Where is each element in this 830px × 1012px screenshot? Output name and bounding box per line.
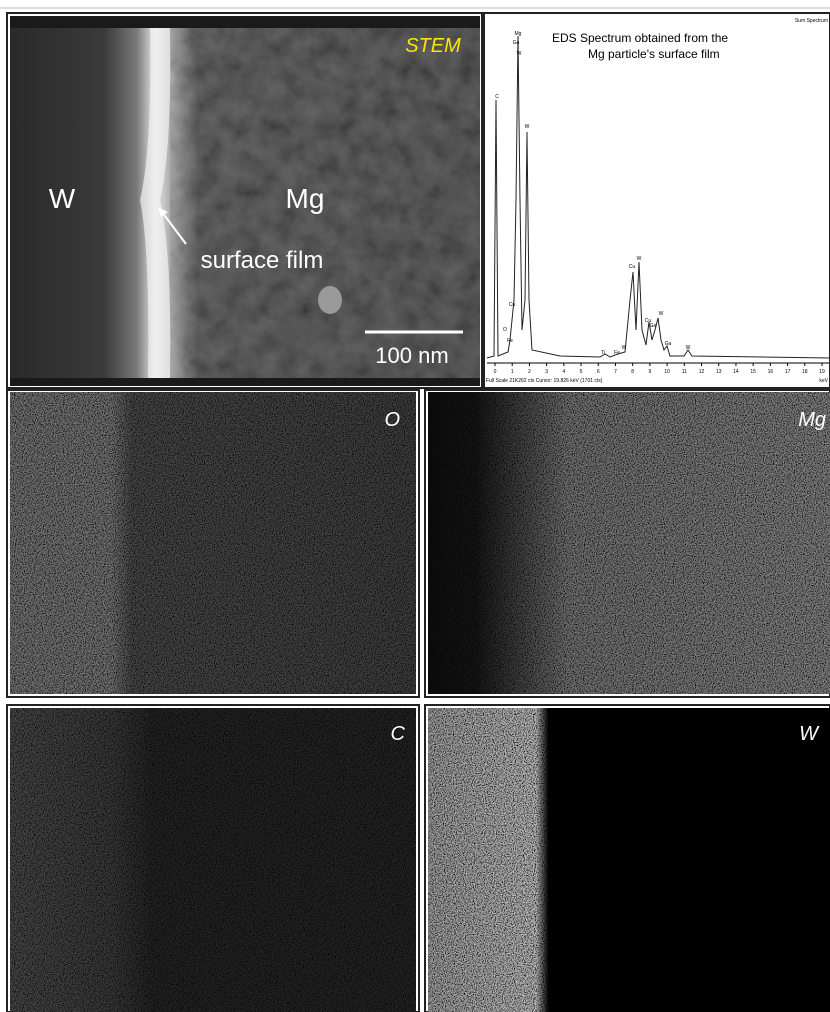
x-tick-label: 5 [580, 369, 583, 375]
map-label: O [384, 409, 400, 431]
peak-label: Cu [509, 302, 516, 308]
frame [6, 389, 420, 698]
x-tick-label: 4 [562, 369, 565, 375]
x-tick-label: 11 [682, 369, 687, 375]
peak-label: Ti [601, 350, 605, 356]
region-label: W [49, 183, 76, 214]
peak-label: W [686, 345, 691, 351]
stem-label: STEM [405, 35, 461, 57]
frame [483, 12, 830, 389]
x-tick-label: 8 [631, 369, 634, 375]
x-tick-label: 2 [528, 369, 531, 375]
x-tick-label: 7 [614, 369, 617, 375]
x-tick-label: 16 [768, 369, 774, 375]
spectrum-title: EDS Spectrum obtained from the [552, 31, 728, 45]
x-tick-label: 9 [649, 369, 652, 375]
spectrum-curve [486, 35, 830, 359]
map-w: W [428, 708, 830, 1012]
peak-label: Ga [665, 341, 672, 347]
map-mg: Mg [428, 392, 830, 694]
spectrum: EDS Spectrum obtained from the Mg partic… [486, 18, 830, 384]
x-tick-label: 13 [716, 369, 722, 375]
x-tick-label: 3 [545, 369, 548, 375]
x-tick-label: 17 [785, 369, 791, 375]
x-tick-label: 1 [511, 369, 514, 375]
peak-label: Mg [515, 31, 522, 37]
x-unit: keV [819, 378, 828, 384]
map-label: C [391, 723, 406, 745]
peak-label: W [517, 51, 522, 57]
frame [6, 12, 483, 389]
x-tick-label: 14 [733, 369, 739, 375]
x-tick-label: 10 [664, 369, 670, 375]
x-tick-label: 0 [494, 369, 497, 375]
frame [424, 704, 830, 1012]
map-label: Mg [798, 409, 826, 431]
spectrum-title: Mg particle's surface film [588, 47, 720, 61]
frame [6, 704, 420, 1012]
peak-label: W [659, 311, 664, 317]
map-c: C [10, 708, 416, 1012]
frame [424, 389, 830, 698]
peak-label: C [495, 94, 499, 100]
x-tick-label: 6 [597, 369, 600, 375]
map-o: O [10, 392, 416, 694]
peak-label: Fe [507, 338, 513, 344]
peak-label: Fe [614, 350, 620, 356]
x-tick-label: 15 [750, 369, 756, 375]
peak-label: Ga [513, 40, 520, 46]
corner-label: Sum Spectrum [795, 18, 828, 24]
x-tick-label: 12 [699, 369, 705, 375]
peak-label: O [503, 327, 507, 333]
peak-label: Cu [629, 264, 636, 270]
region-label: Mg [286, 183, 325, 214]
peak-label: W [525, 124, 530, 130]
map-label: W [799, 723, 820, 745]
scale-bar-label: 100 nm [375, 343, 448, 368]
peak-label: Cu [645, 318, 652, 324]
peak-label: W [637, 256, 642, 262]
x-tick-label: 18 [802, 369, 808, 375]
stem-image: STEM W Mg surface film 100 nm [10, 16, 480, 386]
spectrum-footer: Full Scale 21K262 cts Cursor: 19.826 keV… [486, 378, 603, 384]
peak-label: Ga [650, 323, 657, 329]
x-tick-label: 19 [819, 369, 825, 375]
peak-label: W [622, 345, 627, 351]
annotation: surface film [201, 247, 324, 274]
